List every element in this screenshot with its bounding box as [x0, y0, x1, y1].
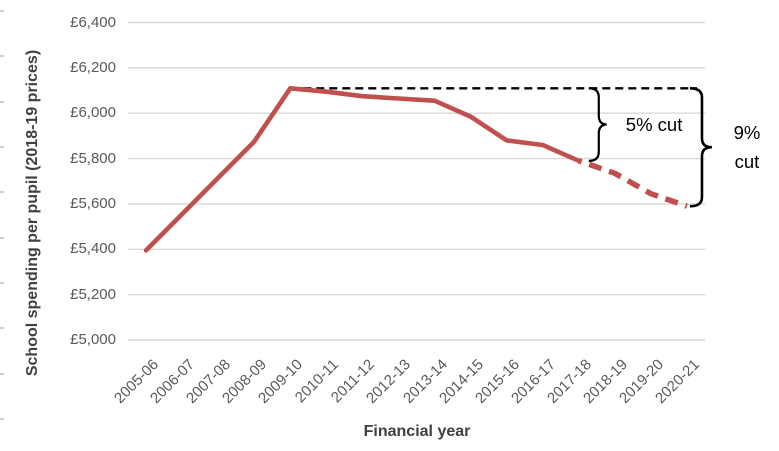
edge-tick-mark: [0, 236, 4, 239]
spending-line-solid: [143, 86, 582, 253]
cut-bracket-1: [689, 86, 713, 208]
y-axis-tick-label: £5,200: [70, 285, 116, 303]
edge-tick-mark: [0, 10, 4, 12]
x-axis-title: Financial year: [363, 423, 471, 440]
annotation-9-percent-cut: 9% cut: [733, 122, 761, 173]
y-axis-tick-label: £5,800: [70, 149, 116, 167]
y-axis-tick-label: £6,200: [70, 58, 116, 76]
cut-bracket-0: [588, 87, 607, 162]
edge-tick-mark: [0, 100, 4, 103]
y-axis-tick-label: £6,000: [70, 104, 116, 122]
edge-tick-mark: [0, 281, 4, 284]
spending-line-dashed: [577, 158, 688, 209]
edge-tick-mark: [0, 372, 4, 375]
edge-tick-mark: [0, 191, 4, 194]
edge-tick-mark: [0, 327, 4, 330]
edge-tick-mark: [0, 55, 4, 58]
annotation-5-percent-cut: 5% cut: [625, 113, 683, 135]
y-axis-tick-label: £5,000: [70, 331, 116, 348]
y-axis-tick-label: £5,400: [70, 240, 116, 258]
y-axis-tick-label: £5,600: [70, 194, 116, 212]
y-axis-title: School spending per pupil (2018-19 price…: [24, 49, 41, 377]
edge-tick-mark: [0, 145, 4, 148]
edge-tick-mark: [0, 417, 4, 420]
y-axis-tick-label: £6,400: [70, 13, 116, 31]
